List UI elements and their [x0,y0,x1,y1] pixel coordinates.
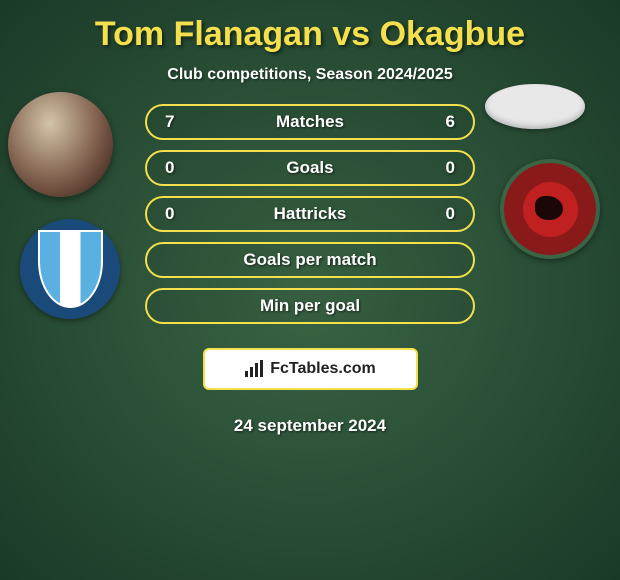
stat-left-value: 0 [165,158,205,178]
stat-row-matches: 7 Matches 6 [145,104,475,140]
brand-text: FcTables.com [270,360,376,378]
brand-badge[interactable]: FcTables.com [203,348,418,390]
stat-right-value: 0 [415,204,455,224]
stat-rows: 7 Matches 6 0 Goals 0 0 Hattricks 0 Goal… [145,104,475,436]
bar-chart-icon [244,360,264,378]
stat-right-value: 6 [415,112,455,132]
comparison-card: Tom Flanagan vs Okagbue Club competition… [0,0,620,436]
stat-row-goals: 0 Goals 0 [145,150,475,186]
stats-section: 7 Matches 6 0 Goals 0 0 Hattricks 0 Goal… [0,104,620,436]
stat-label: Matches [205,112,415,132]
club-badge-left-inner [38,230,103,308]
subtitle: Club competitions, Season 2024/2025 [167,66,452,84]
club-badge-left [20,219,120,319]
stat-row-min-per-goal: Min per goal [145,288,475,324]
page-title: Tom Flanagan vs Okagbue [95,15,525,54]
stat-right-value: 0 [415,158,455,178]
stat-label: Goals [205,158,415,178]
stat-left-value: 7 [165,112,205,132]
player-photo-left [8,92,113,197]
stat-row-goals-per-match: Goals per match [145,242,475,278]
stat-row-hattricks: 0 Hattricks 0 [145,196,475,232]
stat-label: Goals per match [205,250,415,270]
club-badge-right-inner [523,182,578,237]
stat-label: Min per goal [205,296,415,316]
stat-left-value: 0 [165,204,205,224]
date-text: 24 september 2024 [234,416,386,436]
stat-label: Hattricks [205,204,415,224]
club-badge-right [500,159,600,259]
player-photo-right [485,84,585,129]
